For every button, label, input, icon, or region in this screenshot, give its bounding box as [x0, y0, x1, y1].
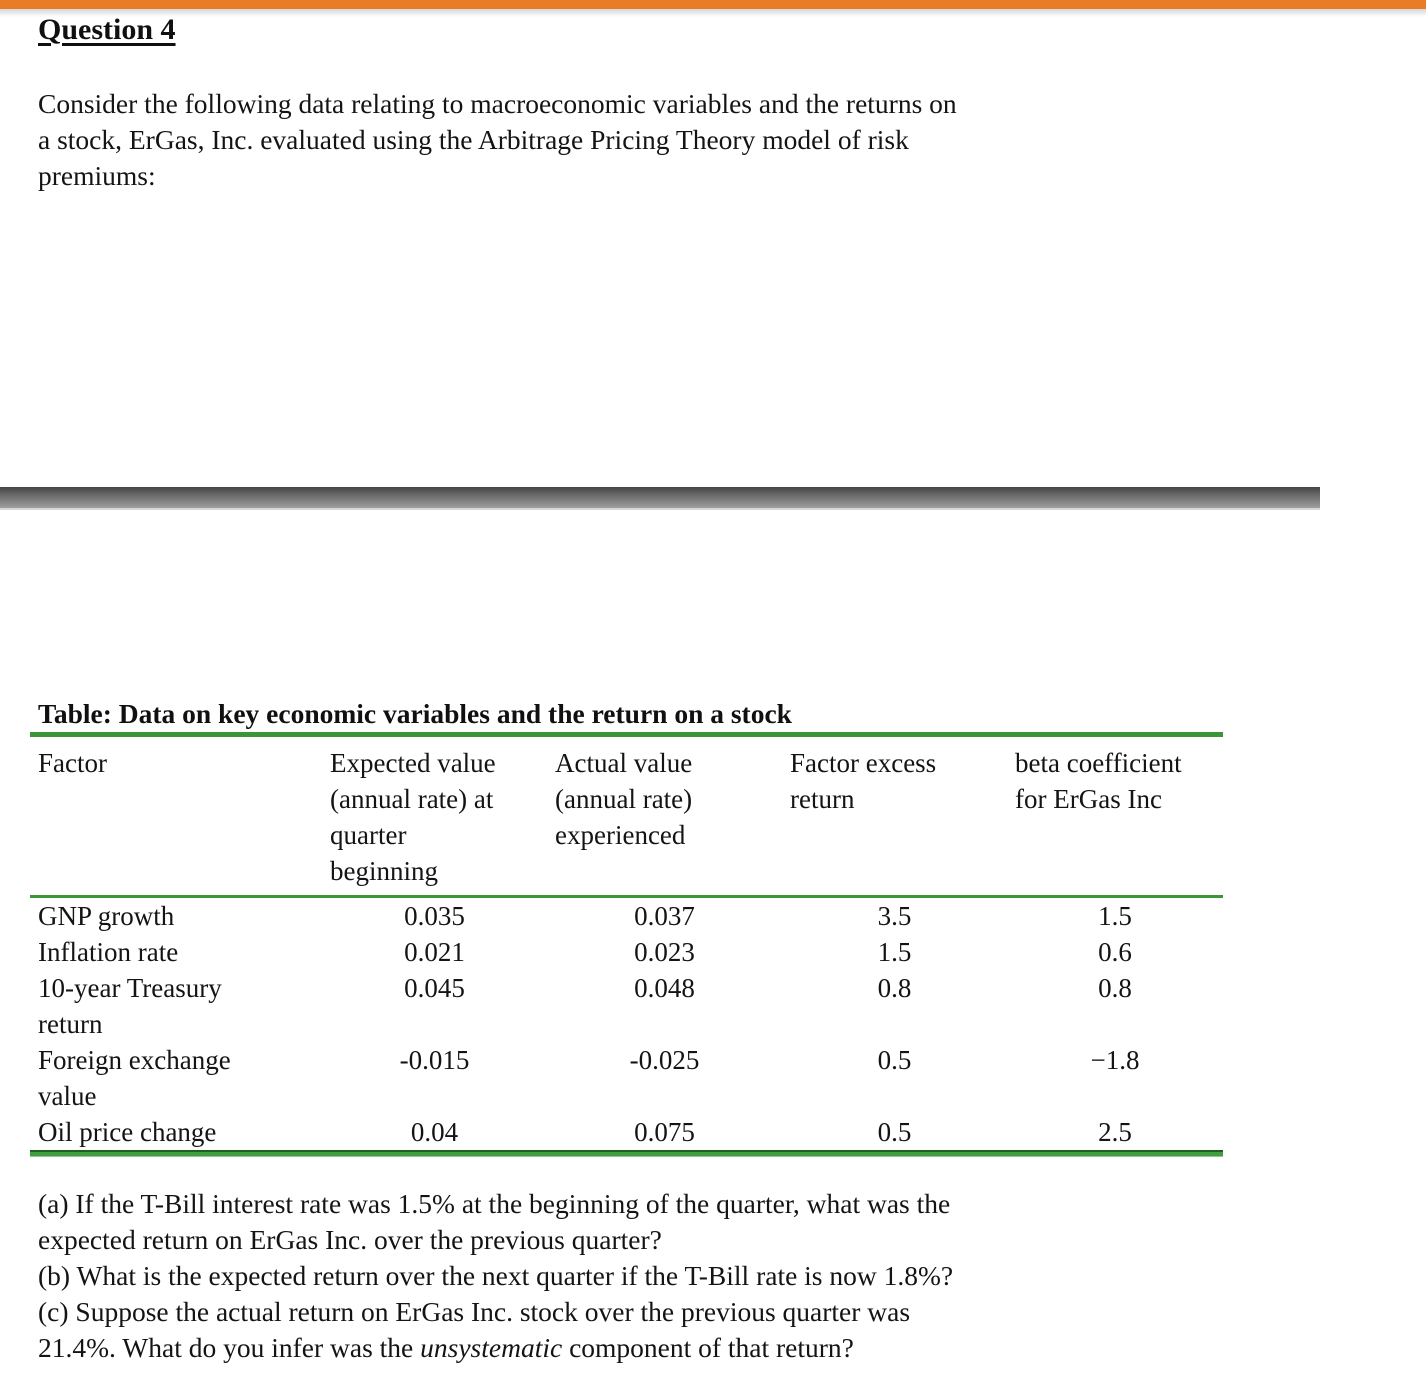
column-header-expected-value: Expected value (annual rate) at quarter … — [322, 737, 547, 898]
column-header-factor-excess-return: Factor excess return — [782, 737, 1007, 898]
table-bottom-rule — [30, 1150, 1223, 1157]
page-divider-bar — [0, 487, 1320, 510]
table-cell-excess: 3.5 — [877, 901, 912, 931]
table-cell-excess: 0.5 — [877, 1117, 912, 1147]
question-c: (c) Suppose the actual return on ErGas I… — [38, 1294, 1203, 1366]
table-cell-expected: 0.021 — [404, 937, 465, 967]
table-cell-actual: -0.025 — [629, 1045, 700, 1075]
table-cell-expected: 0.04 — [410, 1117, 459, 1147]
data-table-section: Table: Data on key economic variables an… — [30, 698, 1223, 1157]
column-header-actual-value: Actual value (annual rate) experienced — [547, 737, 782, 898]
table-cell-actual: 0.075 — [634, 1117, 695, 1147]
table-cell-factor: Foreign exchange value — [38, 1045, 231, 1111]
question-c-suffix: component of that return? — [562, 1332, 854, 1363]
table-cell-beta: 0.6 — [1098, 937, 1132, 967]
table-cell-beta: 1.5 — [1098, 901, 1132, 931]
table-cell-excess: 0.5 — [877, 1045, 912, 1075]
intro-paragraph: Consider the following data relating to … — [38, 88, 957, 191]
table-cell-actual: 0.023 — [634, 937, 695, 967]
data-table: Factor Expected value (annual rate) at q… — [30, 732, 1223, 1150]
table-cell-actual: 0.048 — [634, 973, 695, 1003]
column-header-beta-coefficient: beta coefficient for ErGas Inc — [1007, 737, 1223, 898]
table-cell-expected: -0.015 — [399, 1045, 470, 1075]
table-cell-beta: 0.8 — [1098, 973, 1132, 1003]
table-cell-expected: 0.035 — [404, 901, 465, 931]
question-c-italic-word: unsystematic — [420, 1332, 563, 1363]
table-cell-factor: 10-year Treasury return — [38, 973, 222, 1039]
table-cell-factor: GNP growth — [38, 901, 175, 931]
table-title: Table: Data on key economic variables an… — [38, 698, 792, 729]
table-cell-factor: Inflation rate — [38, 937, 179, 967]
question-title: Question 4 — [38, 13, 176, 46]
question-c-prefix: (c) Suppose the actual return on ErGas I… — [38, 1296, 911, 1363]
questions-block: (a) If the T-Bill interest rate was 1.5%… — [38, 1186, 1203, 1366]
table-cell-excess: 1.5 — [877, 937, 912, 967]
table-cell-actual: 0.037 — [634, 901, 695, 931]
column-header-factor: Factor — [30, 737, 322, 898]
top-accent-bar — [0, 0, 1426, 17]
question-b: (b) What is the expected return over the… — [38, 1260, 954, 1291]
question-a: (a) If the T-Bill interest rate was 1.5%… — [38, 1188, 951, 1255]
table-cell-beta: 2.5 — [1098, 1117, 1132, 1147]
table-cell-excess: 0.8 — [877, 973, 912, 1003]
table-cell-factor: Oil price change — [38, 1117, 217, 1147]
table-cell-beta: −1.8 — [1090, 1045, 1140, 1075]
table-cell-expected: 0.045 — [404, 973, 465, 1003]
